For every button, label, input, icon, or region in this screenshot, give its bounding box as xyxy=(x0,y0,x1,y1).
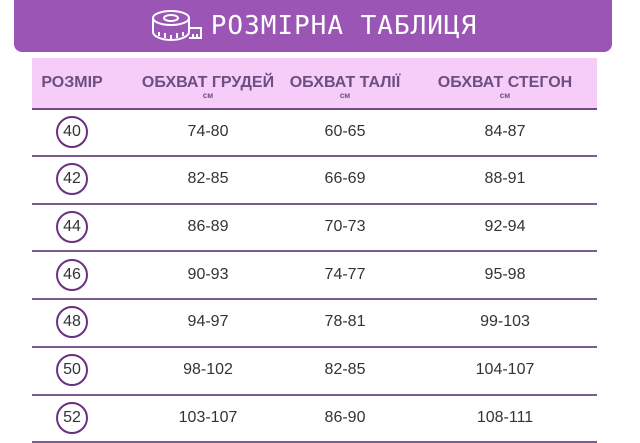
table-cell: 94-97 xyxy=(187,313,229,331)
table-cell: 103-107 xyxy=(178,408,238,426)
table-cell: 66-69 xyxy=(324,170,366,188)
table-cell: 74-77 xyxy=(324,265,366,283)
table-cell: 86-89 xyxy=(187,217,229,235)
column-label: ОБХВАТ ГРУДЕЙ xyxy=(141,74,275,91)
column-unit: см xyxy=(202,91,214,100)
table-cell: 70-73 xyxy=(324,217,366,235)
table-row: 44 86-89 70-73 92-94 xyxy=(32,203,597,253)
table-row: 48 94-97 78-81 99-103 xyxy=(32,299,597,348)
column-header: ОБХВАТ СТЕГОН см xyxy=(438,74,572,100)
column-header: ОБХВАТ ТАЛІЇ см xyxy=(290,74,401,100)
size-badge: 46 xyxy=(56,258,88,291)
size-badge: 44 xyxy=(56,210,88,243)
size-badge: 40 xyxy=(56,115,88,148)
page-title: РОЗМІРНА ТАБЛИЦЯ xyxy=(210,11,478,41)
table-cell: 108-111 xyxy=(476,408,534,426)
table-cell: 78-81 xyxy=(324,313,366,331)
table-row: 42 82-85 66-69 88-91 xyxy=(32,156,597,205)
table-cell: 90-93 xyxy=(187,265,229,283)
table-row: 46 90-93 74-77 95-98 xyxy=(32,251,597,301)
table-cell: 104-107 xyxy=(475,361,535,378)
table-cell: 88-91 xyxy=(484,170,526,188)
column-label: ОБХВАТ СТЕГОН xyxy=(437,74,573,91)
table-header: РОЗМІР ОБХВАТ ГРУДЕЙ см ОБХВАТ ТАЛІЇ см ОБХВА… xyxy=(32,58,597,110)
table-cell: 82-85 xyxy=(187,170,229,188)
table-cell: 82-85 xyxy=(324,361,366,378)
table-cell: 98-102 xyxy=(183,361,233,378)
table-cell: 86-90 xyxy=(324,408,366,426)
table-cell: 84-87 xyxy=(484,122,526,140)
column-unit: см xyxy=(339,91,351,100)
size-badge: 48 xyxy=(56,306,88,339)
table-row: 50 98-102 82-85 104-107 xyxy=(32,347,597,396)
column-label: РОЗМІР xyxy=(41,74,103,91)
title-banner: РОЗМІРНА ТАБЛИЦЯ xyxy=(14,0,612,52)
table-row: 52 103-107 86-90 108-111 xyxy=(32,394,597,443)
table-cell: 92-94 xyxy=(484,217,526,235)
table-cell: 60-65 xyxy=(324,122,366,140)
table-cell: 95-98 xyxy=(484,265,526,283)
size-badge: 52 xyxy=(56,401,88,434)
table-row: 40 74-80 60-65 84-87 xyxy=(32,108,597,157)
size-badge: 50 xyxy=(56,354,88,386)
column-unit: см xyxy=(499,91,511,100)
table-cell: 74-80 xyxy=(187,122,229,140)
column-label: ОБХВАТ ТАЛІЇ xyxy=(289,74,401,91)
column-header: ОБХВАТ ГРУДЕЙ см xyxy=(142,74,274,100)
measuring-tape-icon xyxy=(151,10,202,42)
column-header: РОЗМІР xyxy=(41,74,102,92)
size-badge: 42 xyxy=(56,163,88,196)
table-cell: 99-103 xyxy=(480,313,530,331)
